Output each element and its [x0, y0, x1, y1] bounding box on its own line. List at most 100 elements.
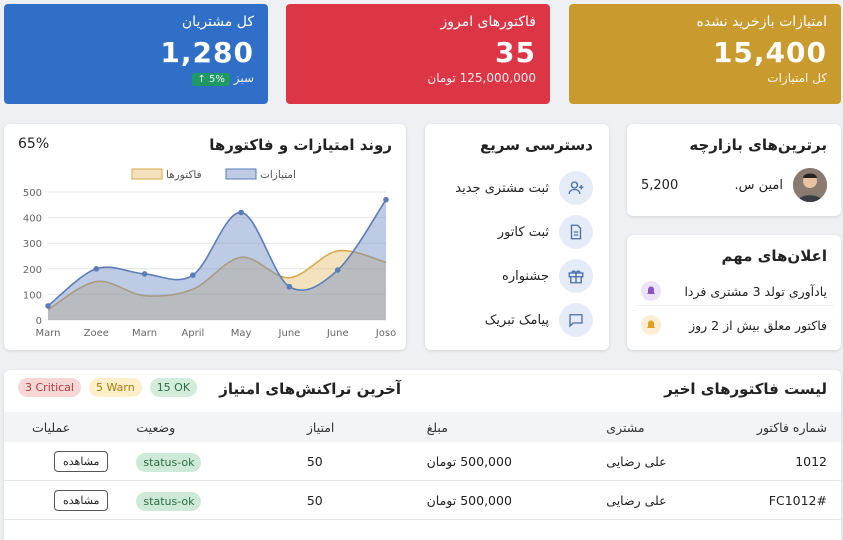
cell-invoice-no: 1012 — [714, 442, 841, 481]
quick-access-label: پیامک تبریک — [484, 312, 549, 328]
legend-swatch — [131, 168, 163, 180]
x-tick-label: Zoee — [84, 328, 109, 339]
avatar — [793, 168, 827, 202]
quick-access-label: ثبت کاتور — [497, 224, 549, 240]
quick-access-item-new-customer[interactable]: ثبت مشتری جدید — [433, 166, 593, 210]
y-tick-label: 200 — [23, 265, 42, 276]
stat-sub-label: سبز — [233, 71, 254, 85]
stat-sub: 125,000,000 تومان — [427, 71, 536, 85]
x-tick-label: April — [181, 328, 204, 339]
cell-actions: مشاهده — [4, 480, 123, 520]
status-badge: status-ok — [136, 452, 202, 472]
legend-label: فاکتورها — [166, 169, 202, 181]
y-tick-label: 500 — [23, 188, 42, 199]
quick-access-item-festival[interactable]: جشنواره — [433, 254, 593, 298]
cell-customer: علی رضایی — [592, 442, 715, 481]
data-point — [141, 271, 148, 277]
x-tick-label: June — [326, 328, 349, 339]
chart-title: روند امتیازات و فاکتورها — [209, 136, 392, 154]
announcement-item[interactable]: یادآوری تولد 3 مشتری فردا — [635, 277, 833, 306]
view-button[interactable]: مشاهده — [54, 489, 109, 511]
stat-card-customers: کل مشتریان 1,280 سبز ↑ 5% — [4, 4, 268, 104]
col-points: امتیاز — [292, 412, 413, 442]
top-customers-card: برترین‌های بازارچه امین س. 5,200 — [627, 124, 841, 216]
col-status: وضعیت — [122, 412, 293, 442]
col-customer: مشتری — [592, 412, 715, 442]
table-row: 1012 علی رضایی 500,000 تومان 50 status-o… — [4, 442, 841, 481]
y-tick-label: 0 — [36, 316, 42, 327]
invoice-list-title: لیست فاکتورهای اخیر — [664, 380, 827, 398]
data-point — [45, 303, 51, 309]
y-tick-label: 400 — [23, 214, 42, 225]
stat-sub: سبز ↑ 5% — [18, 71, 254, 86]
series-area-0 — [48, 199, 386, 320]
x-tick-label: Joso — [375, 328, 396, 339]
y-tick-label: 100 — [23, 290, 42, 301]
stat-card-invoices: فاکتورهای امروز 35 125,000,000 تومان — [286, 4, 550, 104]
chart-card: روند امتیازات و فاکتورها 65% 0 100 200 300 4… — [4, 124, 406, 350]
invoice-table-wrap: شماره فاکتور مشتری مبلغ امتیاز وضعیت عمل… — [4, 412, 841, 520]
series-area-1 — [48, 250, 386, 320]
status-badge: status-ok — [136, 491, 202, 511]
x-tick-label: May — [231, 328, 252, 339]
data-point — [334, 267, 341, 273]
col-amount: مبلغ — [412, 412, 593, 442]
data-point — [190, 272, 196, 278]
data-point — [286, 283, 293, 290]
quick-access-card: دسترسی سریع ثبت مشتری جدید ثبت کاتور — [425, 124, 609, 350]
ok-pill: 15 OK — [149, 378, 198, 397]
trend-chart: 0 100 200 300 400 500 Marn Zoee Marn April May June… — [23, 168, 396, 339]
message-icon — [559, 303, 593, 337]
stat-title: فاکتورهای امروز — [440, 14, 536, 30]
stat-title: امتیازات بازخرید نشده — [696, 14, 827, 30]
quick-access-item-sms[interactable]: پیامک تبریک — [433, 298, 593, 342]
x-tick-label: Marn — [132, 328, 157, 339]
quick-access-title: دسترسی سریع — [479, 136, 593, 154]
growth-badge: ↑ 5% — [192, 73, 230, 86]
stat-value: 1,280 — [160, 36, 254, 69]
bell-icon — [641, 315, 661, 335]
transactions-title: آخرین تراکنش‌های امتیاز — [219, 380, 401, 398]
announcements-card: اعلان‌های مهم یادآوری تولد 3 مشتری فردا … — [627, 235, 841, 350]
chart-percent: 65% — [18, 136, 50, 152]
top-customer-name: امین س. — [734, 178, 783, 193]
quick-access-label: ثبت مشتری جدید — [455, 180, 549, 196]
cell-invoice-no: #FC1012 — [714, 480, 841, 520]
stat-card-points: امتیازات بازخرید نشده 15,400 کل امتیازات — [569, 4, 841, 104]
col-actions: عملیات — [4, 412, 123, 442]
series-line-1 — [47, 249, 387, 311]
table-row: #FC1012 علی رضایی 500,000 تومان 50 statu… — [4, 480, 841, 520]
announcement-text: فاکتور معلق بیش از 2 روز — [689, 317, 827, 333]
table-header-row: شماره فاکتور مشتری مبلغ امتیاز وضعیت عمل… — [4, 412, 841, 442]
gift-icon — [559, 259, 593, 293]
stat-sub: کل امتیازات — [767, 71, 827, 85]
critical-pill: 3 Critical — [18, 378, 81, 397]
quick-access-label: جشنواره — [502, 268, 549, 284]
cell-actions: مشاهده — [4, 442, 123, 481]
announcement-text: یادآوری تولد 3 مشتری فردا — [684, 283, 827, 299]
document-icon — [559, 215, 593, 249]
cell-amount: 500,000 تومان — [412, 442, 593, 481]
announcement-item[interactable]: فاکتور معلق بیش از 2 روز — [635, 311, 833, 339]
data-point — [238, 209, 244, 216]
view-button[interactable]: مشاهده — [54, 450, 109, 472]
status-pills: 3 Critical 5 Warn 15 OK — [18, 378, 198, 397]
invoice-table: شماره فاکتور مشتری مبلغ امتیاز وضعیت عمل… — [4, 412, 841, 520]
cell-customer: علی رضایی — [592, 480, 715, 520]
data-point — [93, 266, 100, 272]
legend-swatch — [225, 168, 257, 180]
x-tick-label: June — [278, 328, 301, 339]
bell-icon — [641, 281, 661, 301]
top-customer-score: 5,200 — [641, 178, 679, 193]
invoice-list-card: لیست فاکتورهای اخیر آخرین تراکنش‌های امت… — [4, 370, 841, 540]
legend-label: امتیازات — [260, 169, 296, 181]
cell-amount: 500,000 تومان — [412, 480, 593, 520]
add-user-icon — [559, 171, 593, 205]
cell-points: 50 — [292, 442, 413, 481]
stat-title: کل مشتریان — [181, 14, 254, 30]
stat-value: 35 — [495, 36, 536, 69]
y-tick-label: 300 — [23, 239, 42, 250]
data-point — [383, 196, 389, 203]
quick-access-item-invoice[interactable]: ثبت کاتور — [433, 210, 593, 254]
top-customers-title: برترین‌های بازارچه — [689, 136, 827, 154]
